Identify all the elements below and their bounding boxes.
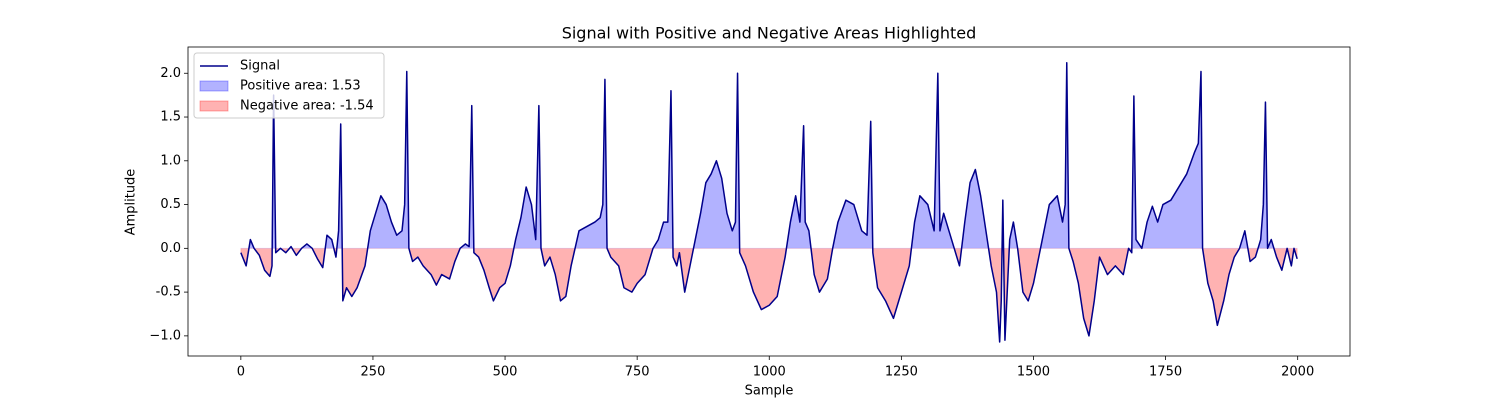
x-tick-label: 1250 (885, 365, 918, 380)
x-tick-label: 2000 (1281, 365, 1314, 380)
x-tick-label: 1750 (1149, 365, 1182, 380)
x-axis-label: Sample (745, 384, 794, 399)
chart-title: Signal with Positive and Negative Areas … (562, 24, 977, 43)
y-axis-label: Amplitude (124, 169, 139, 236)
x-tick-label: 250 (361, 365, 386, 380)
legend-box (193, 52, 385, 119)
y-tick-label: -0.5 (156, 285, 181, 300)
y-tick-label: 1.5 (160, 110, 181, 125)
legend-swatch (199, 100, 229, 112)
legend-label: Signal (240, 59, 280, 74)
x-tick-label: 0 (237, 365, 245, 380)
legend-label: Positive area: 1.53 (240, 79, 361, 94)
x-tick-label: 1000 (753, 365, 786, 380)
x-tick-label: 750 (625, 365, 650, 380)
legend-swatch (199, 80, 229, 92)
x-tick-label: 500 (493, 365, 518, 380)
area-fill (240, 248, 1298, 343)
y-tick-label: 1.0 (160, 153, 181, 168)
y-tick-label: 0.0 (160, 241, 181, 256)
legend-label: Negative area: -1.54 (240, 99, 374, 114)
y-tick-label: 0.5 (160, 197, 181, 212)
y-tick-label: 2.0 (160, 66, 181, 81)
y-tick-label: −1.0 (149, 328, 181, 343)
signal-line (240, 62, 1298, 343)
x-tick-label: 1500 (1017, 365, 1050, 380)
